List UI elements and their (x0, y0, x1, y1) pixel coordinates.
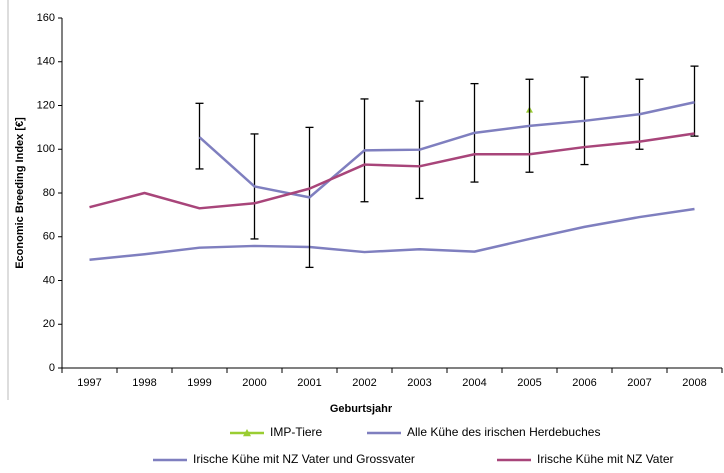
y-tick-label: 120 (37, 99, 55, 111)
x-tick-label: 2006 (572, 377, 596, 389)
y-tick-label: 80 (43, 187, 55, 199)
series-line (89, 132, 695, 210)
y-tick-label: 100 (37, 143, 55, 155)
x-tick-label: 1999 (187, 377, 211, 389)
series-line (198, 100, 695, 199)
legend-label: Irische Kühe mit NZ Vater (537, 452, 674, 466)
x-tick-label: 2002 (352, 377, 376, 389)
x-tick-label: 2003 (407, 377, 431, 389)
legend-marker (243, 429, 251, 437)
legend-label: Alle Kühe des irischen Herdebuches (407, 425, 600, 439)
x-tick-label: 2008 (682, 377, 706, 389)
y-tick-label: 20 (43, 318, 55, 330)
x-tick-label: 1997 (77, 377, 101, 389)
y-tick-label: 140 (37, 56, 55, 68)
x-tick-label: 1998 (132, 377, 156, 389)
y-tick-label: 160 (37, 12, 55, 24)
y-tick-label: 40 (43, 274, 55, 286)
x-axis-label: Geburtsjahr (330, 403, 393, 415)
legend-label: Irische Kühe mit NZ Vater und Grossvater (193, 452, 415, 466)
x-tick-label: 2000 (242, 377, 266, 389)
x-tick-label: 2001 (297, 377, 321, 389)
x-tick-label: 2007 (627, 377, 651, 389)
x-tick-label: 2005 (517, 377, 541, 389)
y-axis-label: Economic Breeding Index [€] (14, 117, 26, 269)
x-tick-label: 2004 (462, 377, 486, 389)
y-tick-label: 60 (43, 231, 55, 243)
series-line (89, 207, 695, 261)
legend-label: IMP-Tiere (270, 425, 323, 439)
y-tick-label: 0 (49, 362, 55, 374)
